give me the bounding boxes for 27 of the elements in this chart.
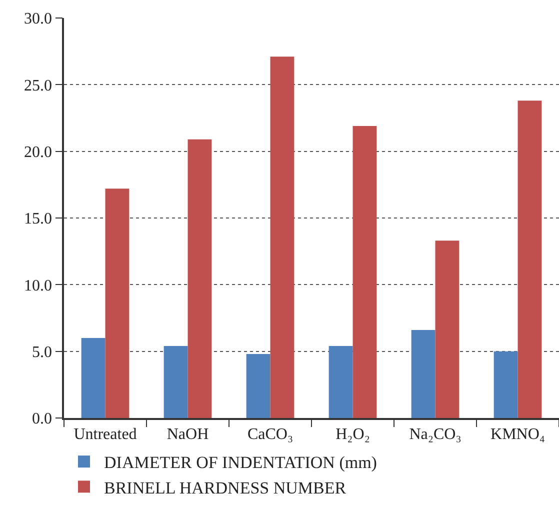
bar — [188, 139, 212, 418]
bar — [270, 56, 294, 418]
bar — [246, 354, 270, 418]
x-tick-label: NaOH — [166, 426, 210, 443]
x-tick-label: KMNO₄ — [490, 426, 546, 443]
bar — [164, 346, 188, 418]
bar — [411, 330, 436, 418]
bar — [328, 346, 353, 418]
bar — [81, 338, 106, 418]
y-tick-label: 5.0 — [32, 344, 52, 361]
x-tick-label: H₂O₂ — [336, 426, 370, 443]
legend-label: BRINELL HARDNESS NUMBER — [104, 478, 347, 498]
bar — [518, 100, 542, 418]
bar — [352, 126, 377, 418]
y-tick-label: 15.0 — [24, 210, 52, 228]
x-tick-label: Untreated — [74, 426, 137, 443]
bar — [494, 351, 518, 418]
bar — [435, 240, 460, 418]
y-tick-label: 10.0 — [24, 277, 52, 294]
y-tick-label: 20.0 — [24, 144, 52, 161]
y-tick-label: 25.0 — [24, 77, 52, 94]
y-tick-label: 0.0 — [32, 410, 52, 428]
legend-label: DIAMETER OF INDENTATION (mm) — [104, 453, 377, 472]
bar — [105, 188, 130, 418]
y-tick-label: 30.0 — [24, 10, 52, 28]
x-tick-label: CaCO₃ — [247, 426, 294, 443]
x-tick-label: Na₂CO₃ — [409, 426, 462, 443]
